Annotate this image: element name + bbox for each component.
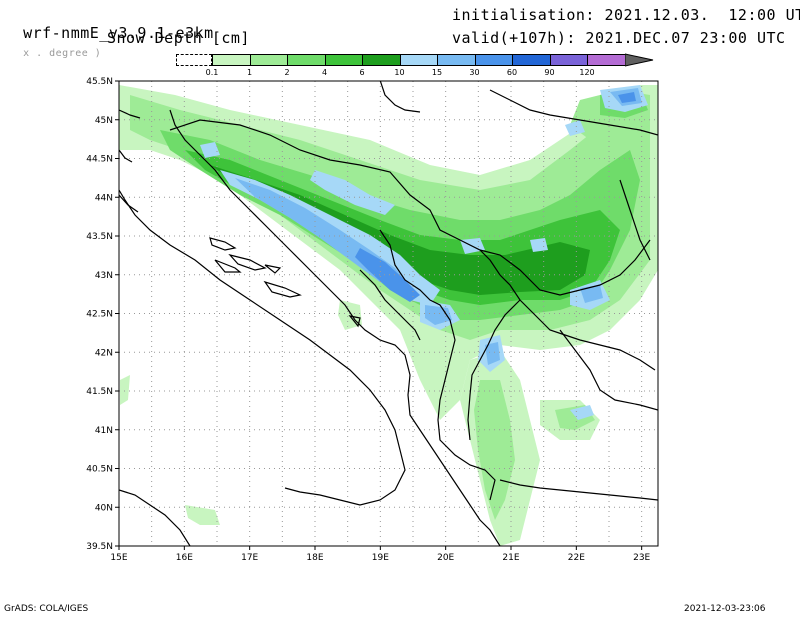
boundary-line xyxy=(559,329,658,411)
boundary-line xyxy=(619,179,651,261)
boundary-line xyxy=(359,269,421,341)
snow-area xyxy=(530,238,548,252)
legend-label: 15 xyxy=(431,68,443,77)
lat-label: 44.5N xyxy=(86,155,113,165)
lat-label: 40N xyxy=(95,503,113,513)
lon-label: 23E xyxy=(633,553,650,563)
unit-note: x . degree ) xyxy=(23,48,102,59)
legend-box-below xyxy=(176,54,212,66)
legend-label: 4 xyxy=(321,68,328,77)
snow-area xyxy=(120,375,130,405)
boundary-line xyxy=(169,119,651,296)
boundary-line xyxy=(479,249,656,371)
boundary-line xyxy=(209,237,237,251)
boundary-line xyxy=(214,259,242,273)
legend-arrow xyxy=(624,53,653,67)
lat-label: 42N xyxy=(95,348,113,358)
lon-axis: 15E 16E 17E 18E 19E 20E 21E 22E 23E xyxy=(110,546,651,563)
snow-area xyxy=(580,285,603,303)
snow-area xyxy=(185,505,220,525)
boundary-line xyxy=(467,299,521,441)
lon-label: 16E xyxy=(176,553,193,563)
lon-label: 20E xyxy=(437,553,454,563)
boundary-line xyxy=(119,149,133,163)
legend-label: 6 xyxy=(359,68,365,77)
valid-time: valid(+107h): 2021.DEC.07 23:00 UTC xyxy=(452,29,786,47)
boundary-line xyxy=(119,189,406,506)
snow-area xyxy=(618,92,636,103)
boundary-line xyxy=(119,489,191,546)
boundary-line xyxy=(228,253,267,271)
legend-label: 60 xyxy=(506,68,518,77)
snow-area xyxy=(474,380,515,520)
snow-area xyxy=(485,342,500,365)
snow-fields xyxy=(119,85,658,546)
boundary-line xyxy=(264,264,282,274)
snow-area xyxy=(355,248,420,302)
lon-label: 22E xyxy=(568,553,585,563)
footer-credit: GrADS: COLA/IGES xyxy=(4,604,89,614)
lat-label: 43.5N xyxy=(86,232,113,242)
boundary-line xyxy=(379,229,496,501)
lat-label: 45.5N xyxy=(86,77,113,87)
legend-label: 2 xyxy=(284,68,290,77)
boundary-line xyxy=(499,479,658,501)
boundary-line xyxy=(119,109,141,119)
lat-label: 45N xyxy=(95,116,113,126)
legend-label: 1 xyxy=(246,68,253,77)
legend-label: 90 xyxy=(544,68,555,77)
snow-area xyxy=(310,170,395,215)
lat-label: 40.5N xyxy=(86,465,113,475)
footer-timestamp: 2021-12-03-23:06 xyxy=(684,604,766,614)
boundary-line xyxy=(348,315,361,328)
lat-label: 42.5N xyxy=(86,310,113,320)
lon-label: 17E xyxy=(241,553,258,563)
legend-label: 0.1 xyxy=(205,68,219,77)
model-title: wrf-nmmE_v3.9.1-e3km x . degree ) xyxy=(4,6,214,60)
boundary-line xyxy=(119,194,139,213)
lon-label: 21E xyxy=(502,553,519,563)
lon-label: 15E xyxy=(110,553,127,563)
boundary-line xyxy=(263,280,302,298)
boundary-line xyxy=(489,89,658,136)
legend-label: 10 xyxy=(394,68,405,77)
coastlines-borders xyxy=(119,81,658,546)
lon-label: 19E xyxy=(372,553,389,563)
snow-area xyxy=(565,120,585,136)
model-name: wrf-nmmE_v3.9.1-e3km xyxy=(23,24,214,42)
lon-label: 18E xyxy=(306,553,323,563)
legend-label: 30 xyxy=(469,68,480,77)
lat-label: 43N xyxy=(95,271,113,281)
boundary-line xyxy=(169,109,501,546)
legend-label: 120 xyxy=(579,68,595,77)
lat-label: 44N xyxy=(95,193,113,203)
boundary-line xyxy=(379,81,421,113)
init-time: initialisation: 2021.12.03. 12:00 UTC xyxy=(452,6,800,24)
lat-axis: 45.5N 45N 44.5N 44N 43.5N 43N 42.5N 42N 41.5N 41N… xyxy=(86,77,119,552)
lat-label: 39.5N xyxy=(86,542,113,552)
snow-area xyxy=(200,142,220,158)
snow-area xyxy=(338,300,362,330)
variable-title: Snow Depth [cm] xyxy=(107,29,250,47)
lat-label: 41.5N xyxy=(86,387,113,397)
snow-area xyxy=(425,305,452,325)
lat-label: 41N xyxy=(95,426,113,436)
